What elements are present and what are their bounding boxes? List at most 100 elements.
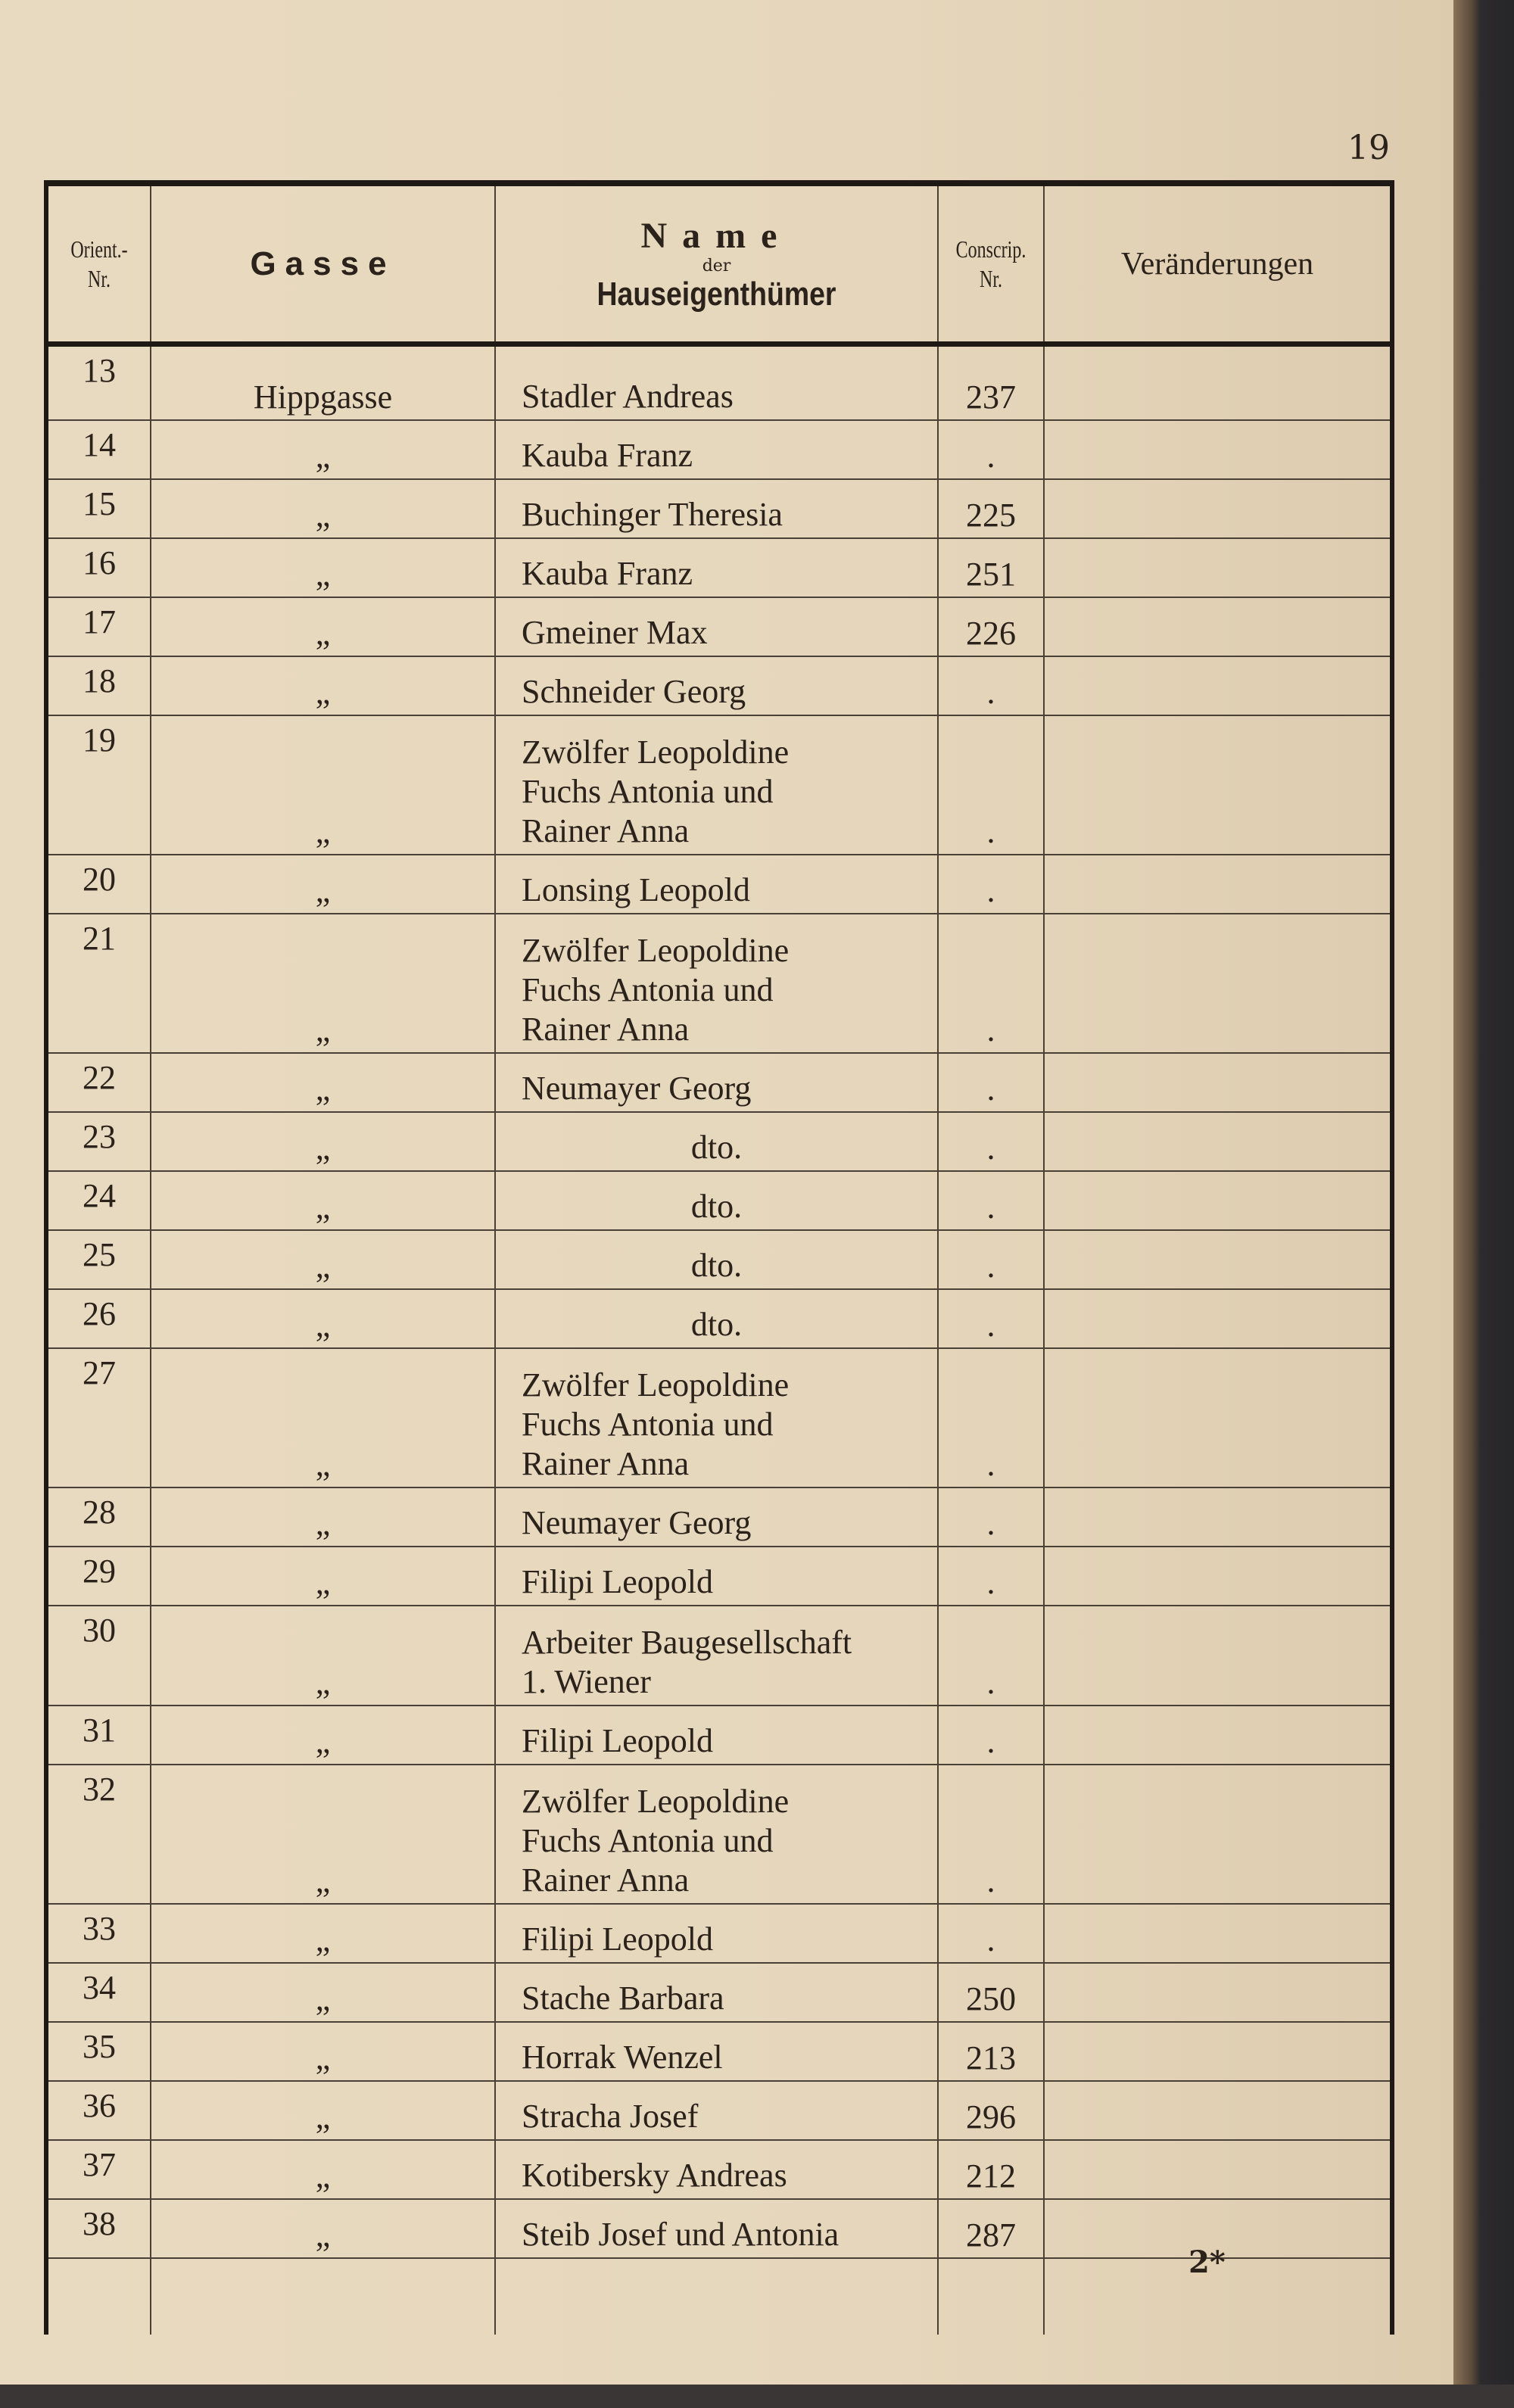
veraenderungen-cell — [1043, 1170, 1390, 1231]
table-row: 27 „ Zwölfer Leopoldine Fuchs Antonia und … — [48, 1347, 1390, 1488]
owner-name-cell: Buchinger Theresia — [494, 478, 939, 539]
header-der-label: der — [702, 256, 731, 276]
veraenderungen-cell — [1043, 343, 1390, 421]
veraenderungen-cell — [1043, 1052, 1390, 1113]
table-row: 15 „ Buchinger Theresia 225 — [48, 478, 1390, 539]
table-row: 37 „ Kotibersky Andreas 212 — [48, 2139, 1390, 2200]
table-row: 34 „ Stache Barbara 250 — [48, 1962, 1390, 2023]
orient-nr-cell: 16 — [48, 537, 151, 598]
table-row: 23 „ dto.. — [48, 1111, 1390, 1172]
orient-nr-cell: 15 — [48, 478, 151, 539]
owner-name-cell: Filipi Leopold — [494, 1546, 939, 1606]
veraenderungen-cell — [1043, 1903, 1390, 1964]
veraenderungen-cell — [1043, 1705, 1390, 1765]
conscrip-nr-cell: . — [937, 854, 1045, 914]
table-row: 26 „ dto.. — [48, 1288, 1390, 1349]
table-row: 22 „ Neumayer Georg. — [48, 1052, 1390, 1113]
owner-name-cell: Zwölfer Leopoldine Fuchs Antonia und Rai… — [494, 913, 939, 1054]
veraenderungen-cell — [1043, 1605, 1390, 1706]
table-row: 32 „ Zwölfer Leopoldine Fuchs Antonia und … — [48, 1764, 1390, 1905]
empty-cell — [48, 2257, 151, 2335]
veraenderungen-cell — [1043, 1229, 1390, 1290]
gasse-cell: „ — [150, 1962, 496, 2023]
gasse-cell: „ — [150, 2139, 496, 2200]
gasse-cell: „ — [150, 854, 496, 914]
owner-name-cell: Zwölfer Leopoldine Fuchs Antonia und Rai… — [494, 715, 939, 855]
header-hauseigenthuemer-label: Hauseigenthümer — [597, 275, 836, 313]
owner-name-cell: Kauba Franz — [494, 419, 939, 480]
owner-name-cell: dto. — [494, 1288, 939, 1349]
gasse-cell: „ — [150, 1487, 496, 1547]
gasse-cell: „ — [150, 913, 496, 1054]
orient-nr-cell: 28 — [48, 1487, 151, 1547]
gasse-cell: „ — [150, 656, 496, 716]
conscrip-nr-cell: . — [937, 1546, 1045, 1606]
orient-nr-cell: 20 — [48, 854, 151, 914]
conscrip-nr-cell: 226 — [937, 597, 1045, 657]
owner-name-cell: Horrak Wenzel — [494, 2021, 939, 2082]
veraenderungen-cell — [1043, 419, 1390, 480]
conscrip-nr-cell: . — [937, 913, 1045, 1054]
veraenderungen-cell — [1043, 1962, 1390, 2023]
orient-nr-cell: 32 — [48, 1764, 151, 1905]
table-row: 17 „ Gmeiner Max 226 — [48, 597, 1390, 657]
orient-nr-cell: 19 — [48, 715, 151, 855]
owner-name-cell: Stache Barbara — [494, 1962, 939, 2023]
gasse-cell: „ — [150, 1111, 496, 1172]
header-conscrip-label: Conscrip. Nr. — [955, 235, 1026, 292]
gasse-cell: „ — [150, 1903, 496, 1964]
empty-cell — [150, 2257, 496, 2335]
header-gasse-label: Gasse — [250, 245, 396, 282]
gasse-cell: „ — [150, 1764, 496, 1905]
gasse-cell: „ — [150, 1229, 496, 1290]
owner-name-cell: Stadler Andreas — [494, 343, 939, 421]
owner-name-cell: Schneider Georg — [494, 656, 939, 716]
orient-nr-cell: 36 — [48, 2080, 151, 2141]
conscrip-nr-cell: 287 — [937, 2198, 1045, 2259]
orient-nr-cell: 26 — [48, 1288, 151, 1349]
orient-nr-cell: 13 — [48, 343, 151, 421]
veraenderungen-cell — [1043, 913, 1390, 1054]
header-orient-nr: Orient.- Nr. — [48, 186, 151, 347]
table-row: 25 „ dto.. — [48, 1229, 1390, 1290]
veraenderungen-cell — [1043, 1764, 1390, 1905]
table-row: 35 „ Horrak Wenzel 213 — [48, 2021, 1390, 2082]
veraenderungen-cell — [1043, 2139, 1390, 2200]
owner-name-cell: Steib Josef und Antonia — [494, 2198, 939, 2259]
gasse-cell: „ — [150, 1170, 496, 1231]
conscrip-nr-cell: . — [937, 419, 1045, 480]
orient-nr-cell: 33 — [48, 1903, 151, 1964]
table-row: 31 „ Filipi Leopold. — [48, 1705, 1390, 1765]
table-row: 28 „ Neumayer Georg. — [48, 1487, 1390, 1547]
owner-name-cell: Gmeiner Max — [494, 597, 939, 657]
veraenderungen-cell — [1043, 478, 1390, 539]
conscrip-nr-cell: 237 — [937, 343, 1045, 421]
table-row: 13 Hippgasse Stadler Andreas 237 — [48, 343, 1390, 421]
header-orient-nr-label: Orient.- Nr. — [70, 235, 128, 292]
gasse-cell: Hippgasse — [150, 343, 496, 421]
veraenderungen-cell — [1043, 537, 1390, 598]
veraenderungen-cell — [1043, 2021, 1390, 2082]
owner-name-cell: Zwölfer Leopoldine Fuchs Antonia und Rai… — [494, 1764, 939, 1905]
table-row: 33 „ Filipi Leopold. — [48, 1903, 1390, 1964]
table-row: 19 „ Zwölfer Leopoldine Fuchs Antonia und … — [48, 715, 1390, 855]
page-number: 19 — [1347, 129, 1390, 167]
orient-nr-cell: 37 — [48, 2139, 151, 2200]
gasse-cell: „ — [150, 1347, 496, 1488]
gasse-cell: „ — [150, 1052, 496, 1113]
orient-nr-cell: 27 — [48, 1347, 151, 1488]
header-name-label: Name — [640, 215, 793, 256]
empty-cell — [1043, 2257, 1390, 2335]
conscrip-nr-cell: . — [937, 1705, 1045, 1765]
gasse-cell: „ — [150, 597, 496, 657]
header-name: Name der Hauseigenthümer — [494, 186, 939, 347]
conscrip-nr-cell: . — [937, 1170, 1045, 1231]
conscrip-nr-cell: . — [937, 1052, 1045, 1113]
table-row: 30 „ Arbeiter Baugesellschaft 1. Wiener. — [48, 1605, 1390, 1706]
orient-nr-cell: 21 — [48, 913, 151, 1054]
orient-nr-cell: 25 — [48, 1229, 151, 1290]
conscrip-nr-cell: . — [937, 1764, 1045, 1905]
owner-name-cell: Filipi Leopold — [494, 1705, 939, 1765]
conscrip-nr-cell: 250 — [937, 1962, 1045, 2023]
orient-nr-cell: 38 — [48, 2198, 151, 2259]
